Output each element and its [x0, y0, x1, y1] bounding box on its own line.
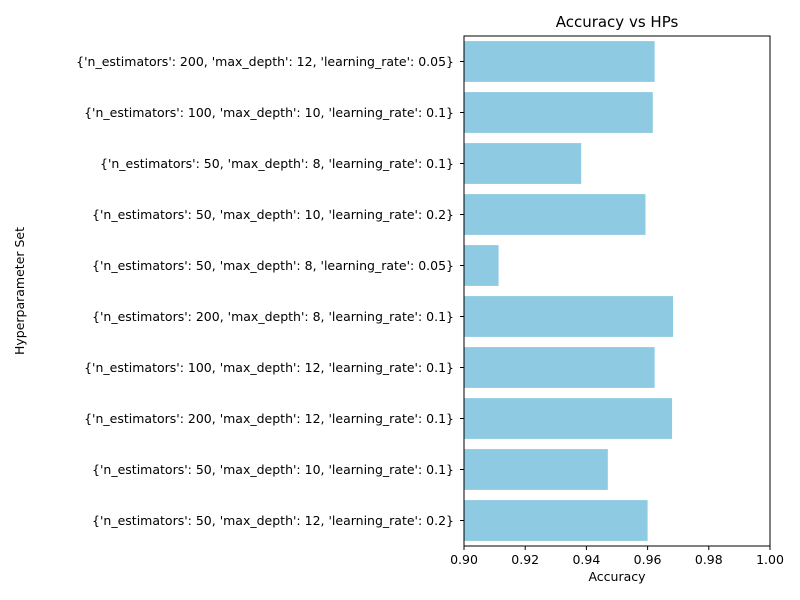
category-label: {'n_estimators': 200, 'max_depth': 12, '…: [76, 54, 454, 69]
bar: [464, 296, 673, 337]
bar: [464, 41, 655, 82]
chart-title: Accuracy vs HPs: [556, 13, 679, 31]
category-label: {'n_estimators': 200, 'max_depth': 8, 'l…: [92, 309, 454, 324]
x-tick-label: 0.92: [511, 552, 539, 567]
plot-frame: [463, 35, 771, 547]
bar: [464, 449, 608, 490]
x-tick-label: 0.98: [695, 552, 723, 567]
bar: [464, 245, 499, 286]
bar: [464, 194, 646, 235]
y-axis-title: Hyperparameter Set: [12, 227, 27, 355]
bars-group: [464, 41, 673, 541]
category-label: {'n_estimators': 100, 'max_depth': 10, '…: [84, 105, 454, 120]
bar: [464, 347, 655, 388]
category-label: {'n_estimators': 50, 'max_depth': 10, 'l…: [92, 207, 454, 222]
x-axis-ticks: 0.90 0.92 0.94 0.96 0.98 1.00: [450, 546, 784, 567]
x-tick-label: 1.00: [756, 552, 784, 567]
x-tick-label: 0.90: [450, 552, 478, 567]
category-label: {'n_estimators': 100, 'max_depth': 12, '…: [84, 360, 454, 375]
category-labels: {'n_estimators': 200, 'max_depth': 12, '…: [76, 54, 464, 528]
category-label: {'n_estimators': 50, 'max_depth': 12, 'l…: [92, 513, 454, 528]
bar: [464, 143, 582, 184]
category-label: {'n_estimators': 50, 'max_depth': 10, 'l…: [92, 462, 454, 477]
bar: [464, 92, 653, 133]
x-tick-label: 0.96: [634, 552, 662, 567]
category-label: {'n_estimators': 50, 'max_depth': 8, 'le…: [92, 258, 454, 273]
category-label: {'n_estimators': 50, 'max_depth': 8, 'le…: [100, 156, 454, 171]
category-label: {'n_estimators': 200, 'max_depth': 12, '…: [84, 411, 454, 426]
bar: [464, 398, 673, 439]
x-tick-label: 0.94: [572, 552, 600, 567]
bar: [464, 500, 648, 541]
x-axis-title: Accuracy: [588, 569, 646, 584]
